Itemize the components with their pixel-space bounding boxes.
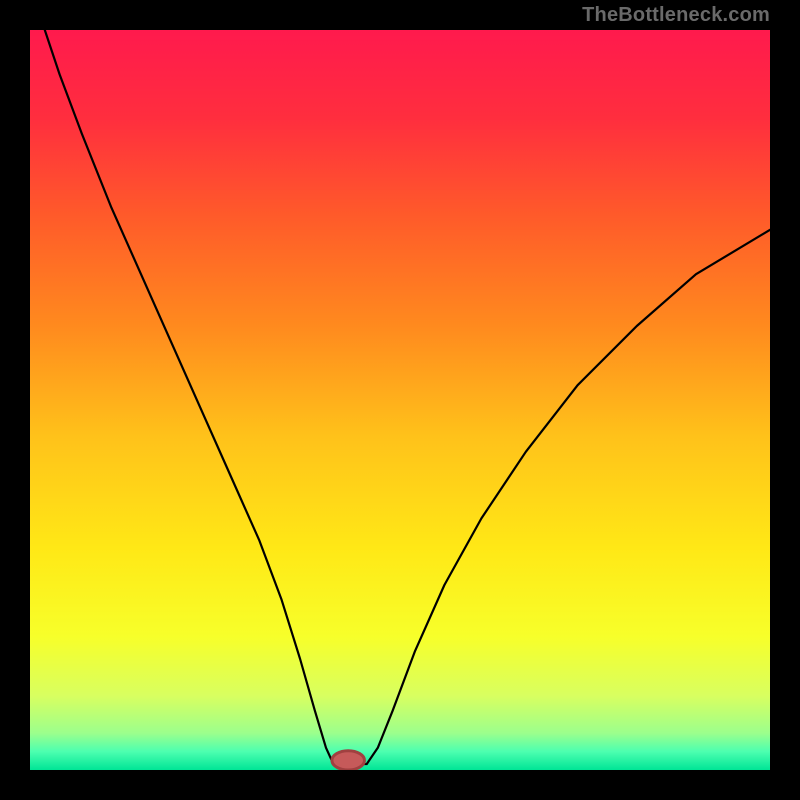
- plot-svg: [30, 30, 770, 770]
- gradient-background: [30, 30, 770, 770]
- optimum-marker: [332, 751, 365, 770]
- watermark-text: TheBottleneck.com: [582, 4, 770, 27]
- plot-area: [30, 30, 770, 770]
- chart-frame: TheBottleneck.com: [0, 0, 800, 800]
